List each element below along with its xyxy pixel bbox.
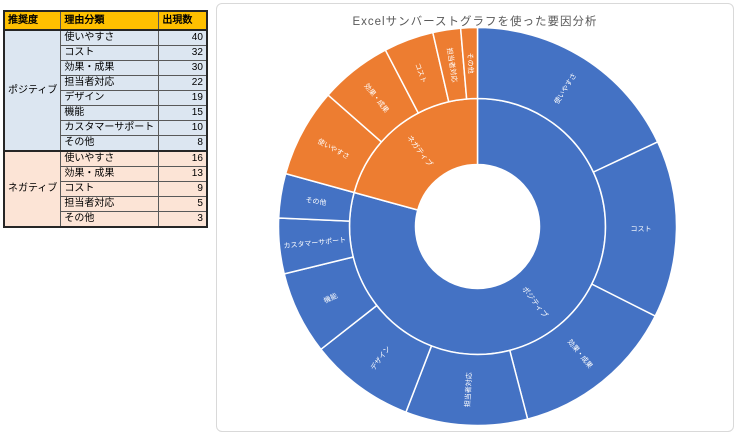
label-positive-cost: コスト	[630, 225, 651, 233]
table-row: 担当者対応 5	[4, 196, 208, 212]
count-cell[interactable]: 5	[158, 196, 208, 212]
reason-cell[interactable]: その他	[60, 211, 160, 228]
count-cell[interactable]: 19	[158, 90, 208, 106]
table-row: 担当者対応 22	[4, 75, 208, 91]
reason-cell[interactable]: デザイン	[60, 90, 160, 106]
reason-cell[interactable]: 効果・成果	[60, 166, 160, 182]
count-cell[interactable]: 30	[158, 60, 208, 76]
count-cell[interactable]: 10	[158, 120, 208, 136]
reason-cell[interactable]: コスト	[60, 45, 160, 61]
count-cell[interactable]: 16	[158, 150, 208, 167]
count-cell[interactable]: 22	[158, 75, 208, 91]
column-header-0[interactable]: 推奨度	[3, 10, 62, 31]
reason-cell[interactable]: 効果・成果	[60, 60, 160, 76]
chart-card[interactable]: Excelサンバーストグラフを使った要因分析 ポジティブ 使いやすさ コスト 効果・成…	[216, 3, 734, 432]
count-cell[interactable]: 15	[158, 105, 208, 121]
reason-cell[interactable]: 機能	[60, 105, 160, 121]
label-positive-staff-response: 担当者対応	[463, 372, 474, 407]
table-body: ポジティブ 使いやすさ 40 コスト 32 効果・成果 30 担当者対応 22 デザイン 19 機能 1…	[3, 29, 208, 228]
sunburst-chart[interactable]: ポジティブ使いやすさコスト効果・成果担当者対応デザイン機能カスタマーサポートその…	[217, 4, 735, 433]
label-negative-other: その他	[466, 52, 476, 73]
table-header-row: 推奨度 理由分類 出現数	[3, 10, 208, 31]
count-cell[interactable]: 3	[158, 211, 208, 228]
column-header-1[interactable]: 理由分類	[60, 10, 160, 31]
chart-title: Excelサンバーストグラフを使った要因分析	[352, 16, 598, 28]
table-row: コスト 32	[4, 45, 208, 61]
group-cell-negative[interactable]: ネガティブ	[3, 150, 62, 228]
reason-cell[interactable]: その他	[60, 135, 160, 152]
reason-cell[interactable]: カスタマーサポート	[60, 120, 160, 136]
group-cell-positive[interactable]: ポジティブ	[3, 29, 62, 152]
table-row: カスタマーサポート 10	[4, 120, 208, 136]
reason-cell[interactable]: 使いやすさ	[60, 150, 160, 167]
table-row: 機能 15	[4, 105, 208, 121]
factor-table: 推奨度 理由分類 出現数 ポジティブ 使いやすさ 40 コスト 32 効果・成果 30 担当者対応…	[3, 10, 208, 228]
count-cell[interactable]: 8	[158, 135, 208, 152]
segment-negative-other[interactable]	[459, 26, 479, 100]
column-header-2[interactable]: 出現数	[158, 10, 208, 31]
table-row: その他 3	[4, 211, 208, 228]
reason-cell[interactable]: 担当者対応	[60, 75, 160, 91]
table-row: ポジティブ 使いやすさ 40	[3, 29, 208, 152]
table-row: ネガティブ 使いやすさ 16	[3, 150, 208, 228]
reason-cell[interactable]: 使いやすさ	[60, 29, 160, 46]
count-cell[interactable]: 40	[158, 29, 208, 46]
reason-cell[interactable]: 担当者対応	[60, 196, 160, 212]
table-row: デザイン 19	[4, 90, 208, 106]
count-cell[interactable]: 13	[158, 166, 208, 182]
count-cell[interactable]: 32	[158, 45, 208, 61]
reason-cell[interactable]: コスト	[60, 181, 160, 197]
count-cell[interactable]: 9	[158, 181, 208, 197]
table-row: その他 8	[4, 135, 208, 152]
